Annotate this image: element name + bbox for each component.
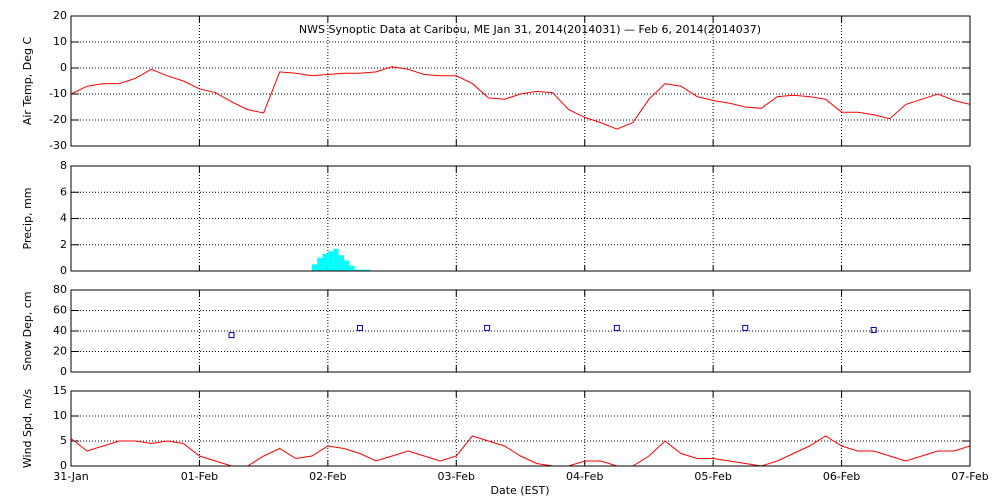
y-tick-label: 0 — [60, 459, 67, 472]
bar — [317, 257, 323, 271]
point — [356, 324, 363, 331]
x-tick-label: 03-Feb — [438, 470, 475, 483]
y-axis-label: Wind Spd, m/s — [21, 389, 34, 469]
y-tick-label: 8 — [60, 159, 67, 172]
y-tick-label: 4 — [60, 212, 67, 225]
y-tick-label: -10 — [49, 87, 67, 100]
point — [484, 324, 491, 331]
y-tick-label: 10 — [53, 409, 67, 422]
bar — [359, 269, 366, 271]
y-axis-label: Air Temp, Deg C — [21, 37, 34, 126]
point — [742, 324, 749, 331]
x-tick-label: 02-Feb — [309, 470, 346, 483]
data-line — [70, 435, 971, 467]
y-tick-label: 2 — [60, 238, 67, 251]
plot-frame — [70, 165, 971, 272]
data-line — [70, 66, 971, 130]
bar — [333, 248, 339, 271]
y-tick-label: 6 — [60, 185, 67, 198]
y-tick-label: -30 — [49, 139, 67, 152]
chart-title: NWS Synoptic Data at Caribou, ME Jan 31,… — [299, 23, 761, 36]
y-axis-label: Precip, mm — [21, 188, 34, 250]
x-axis-label: Date (EST) — [490, 484, 549, 497]
point — [228, 332, 235, 339]
bar — [322, 253, 328, 271]
x-tick-label: 01-Feb — [181, 470, 218, 483]
y-tick-label: 10 — [53, 35, 67, 48]
bar — [327, 251, 334, 271]
x-tick-label: 04-Feb — [566, 470, 603, 483]
y-tick-label: 60 — [53, 304, 67, 317]
y-tick-label: -20 — [49, 113, 67, 126]
y-tick-label: 80 — [53, 283, 67, 296]
y-tick-label: 0 — [60, 264, 67, 277]
point — [613, 324, 620, 331]
bar — [365, 269, 371, 271]
y-tick-label: 0 — [60, 365, 67, 378]
plot-frame — [70, 390, 971, 467]
x-tick-label: 07-Feb — [951, 470, 988, 483]
x-tick-label: 06-Feb — [823, 470, 860, 483]
y-tick-label: 0 — [60, 61, 67, 74]
x-tick-label: 05-Feb — [694, 470, 731, 483]
x-tick-label: 31-Jan — [53, 470, 89, 483]
y-axis-label: Snow Dep, cm — [21, 291, 34, 370]
bar — [354, 269, 360, 271]
bar — [343, 260, 350, 271]
plot-frame — [70, 15, 971, 147]
y-tick-label: 5 — [60, 434, 67, 447]
bar — [338, 255, 344, 271]
y-tick-label: 15 — [53, 384, 67, 397]
plot-frame — [70, 289, 971, 373]
bar — [311, 264, 318, 271]
point — [870, 326, 877, 333]
bar — [349, 265, 355, 271]
y-tick-label: 40 — [53, 324, 67, 337]
y-tick-label: 20 — [53, 9, 67, 22]
y-tick-label: 20 — [53, 345, 67, 358]
